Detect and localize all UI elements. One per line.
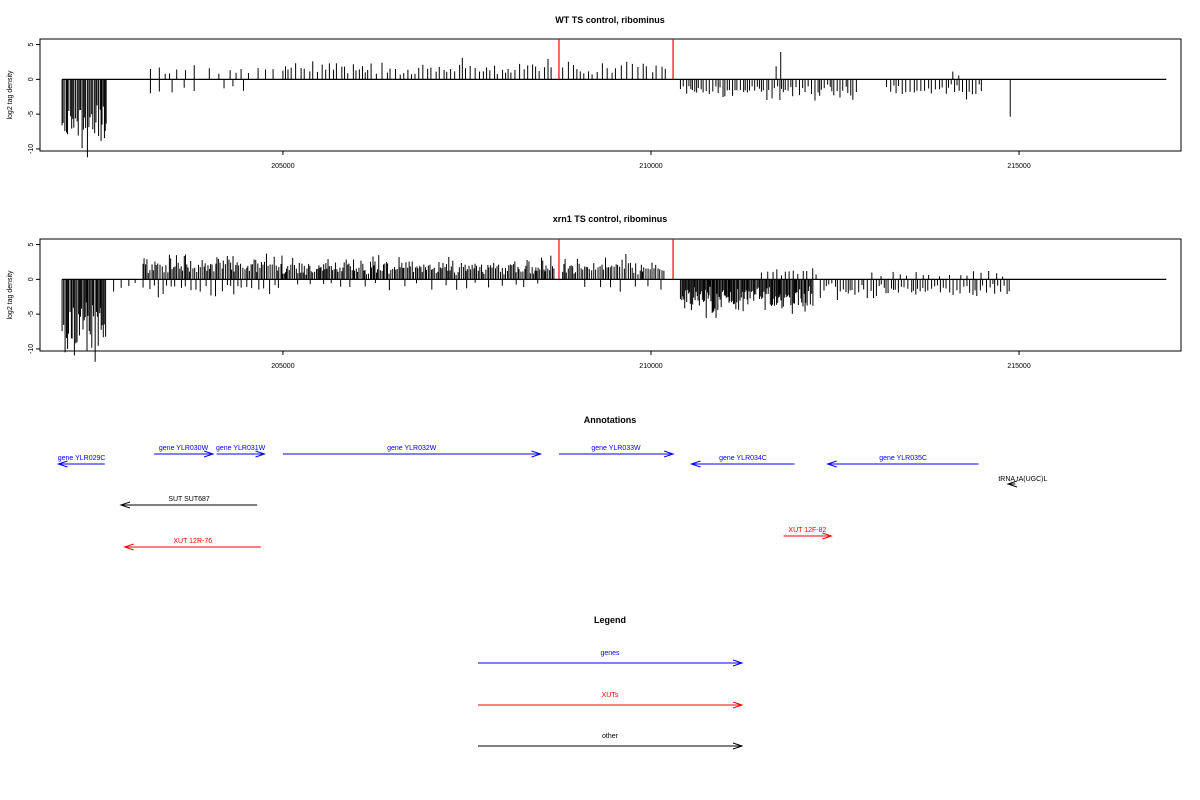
bars-group bbox=[61, 39, 1011, 158]
y-tick-label: -10 bbox=[28, 144, 35, 154]
y-tick-label: -10 bbox=[28, 344, 35, 354]
legend-items: genes XUTs other bbox=[478, 650, 744, 750]
feature-arrow-head bbox=[1006, 480, 1018, 488]
panel-title: WT TS control, ribominus bbox=[555, 15, 665, 25]
plot-frame bbox=[39, 38, 1182, 152]
xrn1-density-panel: xrn1 TS control, ribominus log2 tag dens… bbox=[7, 214, 1182, 370]
feature-label: tRNA tA(UGC)L bbox=[998, 476, 1047, 483]
feature-gene-ylr034c: gene YLR034C bbox=[689, 455, 795, 468]
y-tick-label: 0 bbox=[28, 77, 35, 81]
legend-arrow-head bbox=[732, 742, 744, 750]
feature-arrow-head bbox=[255, 450, 267, 458]
legend-arrow-head bbox=[732, 701, 744, 709]
feature-xut-12f-82: XUT 12F-82 bbox=[783, 527, 833, 540]
feature-label: gene YLR034C bbox=[719, 455, 767, 462]
legend-label: XUTs bbox=[602, 692, 619, 699]
feature-gene-ylr031w: gene YLR031W bbox=[216, 445, 267, 458]
y-tick-label: 0 bbox=[28, 277, 35, 281]
axes-group: 5 0 -5 -10 205000 210000 215000 bbox=[28, 43, 1167, 170]
feature-label: XUT 12F-82 bbox=[788, 527, 826, 534]
legend: Legend genes XUTs other bbox=[478, 615, 744, 750]
legend-label: other bbox=[602, 733, 619, 740]
feature-arrow-head bbox=[203, 450, 215, 458]
x-tick-label: 215000 bbox=[1007, 163, 1030, 170]
feature-label: gene YLR033W bbox=[591, 445, 641, 452]
feature-gene-ylr029c: gene YLR029C bbox=[56, 455, 106, 468]
x-tick-label: 210000 bbox=[639, 363, 662, 370]
feature-gene-ylr030w: gene YLR030W bbox=[154, 445, 215, 458]
feature-arrow-head bbox=[822, 532, 833, 540]
y-axis-label: log2 tag density bbox=[7, 70, 14, 120]
feature-xut-12r-76: XUT 12R-76 bbox=[123, 538, 261, 551]
y-tick-label: -5 bbox=[28, 111, 35, 117]
feature-arrow-head bbox=[123, 543, 134, 551]
feature-gene-ylr033w: gene YLR033W bbox=[558, 445, 675, 458]
feature-label: SUT SUT687 bbox=[168, 496, 210, 503]
feature-arrow-head bbox=[119, 501, 131, 509]
x-tick-label: 215000 bbox=[1007, 363, 1030, 370]
panel-title: xrn1 TS control, ribominus bbox=[553, 214, 668, 224]
x-tick-label: 210000 bbox=[639, 163, 662, 170]
legend-item-genes: genes bbox=[478, 650, 744, 667]
feature-arrow-head bbox=[56, 460, 68, 468]
feature-label: gene YLR031W bbox=[216, 445, 266, 452]
legend-item-other: other bbox=[478, 733, 744, 750]
y-tick-label: 5 bbox=[28, 243, 35, 247]
feature-layer: gene YLR029C gene YLR030W gene YLR031W gene… bbox=[56, 445, 1047, 551]
legend-label: genes bbox=[600, 650, 620, 657]
feature-trna-ta-ugc-l: tRNA tA(UGC)L bbox=[998, 476, 1047, 488]
y-axis-label: log2 tag density bbox=[7, 270, 14, 320]
x-tick-label: 205000 bbox=[271, 163, 294, 170]
feature-label: XUT 12R-76 bbox=[173, 538, 212, 545]
feature-label: gene YLR030W bbox=[159, 445, 209, 452]
feature-arrow-head bbox=[531, 450, 543, 458]
legend-arrow-head bbox=[732, 659, 744, 667]
feature-label: gene YLR029C bbox=[58, 455, 106, 462]
feature-arrow-head bbox=[826, 460, 837, 468]
legend-item-xuts: XUTs bbox=[478, 692, 744, 709]
wt-density-panel: WT TS control, ribominus log2 tag densit… bbox=[7, 15, 1182, 170]
bars-group bbox=[61, 239, 1010, 362]
feature-arrow-head bbox=[689, 460, 701, 468]
feature-gene-ylr035c: gene YLR035C bbox=[826, 455, 979, 468]
feature-sut-sut687: SUT SUT687 bbox=[119, 496, 258, 509]
feature-arrow-head bbox=[663, 450, 675, 458]
x-tick-label: 205000 bbox=[271, 363, 294, 370]
legend-title: Legend bbox=[594, 615, 626, 625]
y-tick-label: -5 bbox=[28, 311, 35, 317]
y-tick-label: 5 bbox=[28, 43, 35, 47]
annotations-title: Annotations bbox=[584, 415, 637, 425]
feature-label: gene YLR035C bbox=[879, 455, 927, 462]
feature-gene-ylr032w: gene YLR032W bbox=[282, 445, 543, 458]
axes-group: 5 0 -5 -10 205000 210000 215000 bbox=[28, 243, 1167, 370]
feature-label: gene YLR032W bbox=[387, 445, 437, 452]
plot-frame bbox=[39, 238, 1182, 352]
